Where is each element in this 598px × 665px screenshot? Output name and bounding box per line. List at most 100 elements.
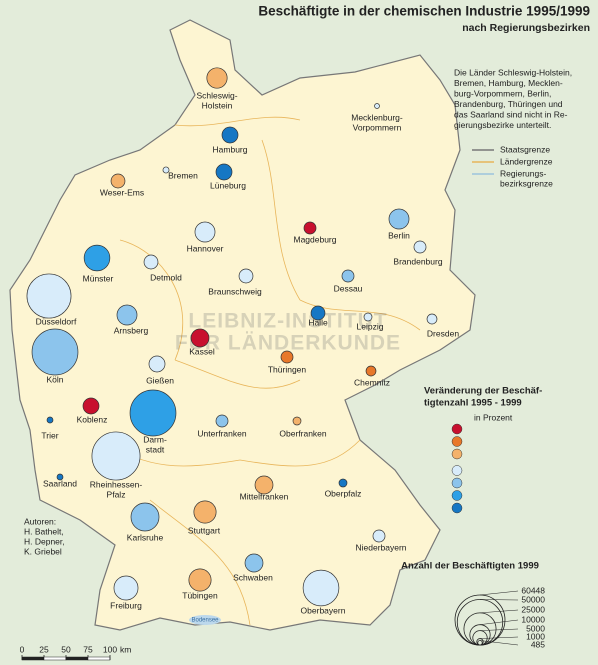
region-circle [193, 500, 217, 524]
size-legend-leader [479, 636, 519, 639]
scale-label: 50 [61, 644, 71, 654]
region-circle [143, 254, 159, 270]
change-legend-title: tigtenzahl 1995 - 1999 [424, 398, 522, 409]
region-circle [244, 553, 264, 573]
scale-segment [43, 656, 67, 661]
region-label: Rheinhessen- [90, 479, 143, 489]
region-circle [116, 304, 138, 326]
region-circle [129, 389, 177, 437]
region-label: Düsseldorf [36, 316, 77, 326]
region-label: stadt [146, 444, 165, 454]
change-swatch [451, 502, 463, 514]
size-legend-leader [479, 640, 519, 646]
region-label: Karlsruhe [127, 532, 164, 542]
scale-label: 25 [39, 644, 49, 654]
scale-segment [21, 656, 45, 661]
region-circle [338, 478, 348, 488]
authors-label: Autoren: [24, 516, 56, 526]
region-label: Darm- [143, 434, 167, 444]
region-label: Stuttgart [188, 525, 221, 535]
note-line: Die Länder Schleswig-Holstein, [454, 67, 572, 77]
border-label: Regierungs- [500, 168, 546, 178]
region-circle [302, 569, 340, 607]
change-swatch [451, 477, 463, 489]
size-legend-leader [479, 609, 519, 614]
scale-label: 0 [20, 644, 25, 654]
region-label: Schwaben [233, 572, 273, 582]
region-circle [426, 313, 438, 325]
region-circle [280, 350, 294, 364]
change-swatch [451, 465, 463, 476]
region-circle [365, 365, 377, 377]
region-circle [190, 328, 210, 348]
region-label: Halle [308, 317, 328, 327]
subtitle: nach Regierungsbezirken [462, 22, 590, 34]
size-legend-label: 10000 [521, 614, 545, 624]
author-name: K. Griebel [24, 546, 62, 556]
region-label: Hannover [187, 243, 224, 253]
region-label: Köln [46, 374, 63, 384]
author-name: H. Depner, [24, 536, 65, 546]
size-legend-leader [479, 590, 519, 596]
region-label: Dresden [427, 328, 459, 338]
region-circle [91, 431, 141, 481]
size-legend-label: 5000 [526, 623, 545, 633]
region-label: Detmold [150, 272, 182, 282]
region-label: Tübingen [182, 590, 218, 600]
size-legend-leader [479, 628, 519, 631]
lake [189, 615, 221, 625]
region-label: Pfalz [107, 489, 126, 499]
region-label: Trier [41, 430, 58, 440]
region-label: Braunschweig [208, 286, 262, 296]
note-line: das Saarland sind nicht in Re- [454, 109, 568, 119]
border-label: Ländergrenze [500, 156, 553, 166]
note-line: Bremen, Hamburg, Mecklen- [454, 78, 563, 88]
region-circle [363, 312, 373, 322]
region-circle [303, 221, 317, 235]
region-label: Bremen [168, 170, 198, 180]
border-label: bezirksgrenze [500, 178, 553, 188]
region-circle [254, 475, 274, 495]
size-legend-title: Anzahl der Beschäftigten 1999 [401, 561, 539, 572]
region-label: Niederbayern [355, 542, 406, 552]
region-label: Magdeburg [293, 234, 336, 244]
watermark: LEIBNIZ-INSTITUT [188, 310, 387, 333]
note-line: gierungsbezirke unterteilt. [454, 120, 551, 130]
region-circle [148, 355, 166, 373]
change-swatch [451, 490, 463, 501]
region-circle [238, 268, 254, 284]
region-label: Unterfranken [197, 428, 246, 438]
region-label: Leipzig [357, 321, 384, 331]
region-label: Brandenburg [393, 256, 442, 266]
region-circle [82, 397, 100, 415]
size-legend-label: 485 [531, 639, 545, 649]
size-legend-label: 1000 [526, 631, 545, 641]
region-circle [26, 273, 72, 319]
lake-label: Bodensee [191, 618, 219, 624]
scale-label: 75 [83, 644, 93, 654]
scale-label: 100 [103, 644, 117, 654]
region-label: Berlin [388, 230, 410, 240]
change-legend-title: Veränderung der Beschäf- [424, 386, 542, 397]
region-label: Kassel [189, 346, 215, 356]
region-label: Saarland [43, 478, 77, 488]
region-circle [110, 173, 126, 189]
size-legend-label: 50000 [521, 594, 545, 604]
region-circle [113, 575, 139, 601]
region-circle [130, 502, 160, 532]
scale-unit: km [120, 644, 131, 654]
region-label: Chemnitz [354, 377, 390, 387]
region-label: Mecklenburg- [351, 112, 403, 122]
region-circle [194, 221, 216, 243]
change-swatch [451, 448, 463, 460]
region-circle [388, 208, 410, 230]
note-line: burg-Vorpommern, Berlin, [454, 88, 551, 98]
change-unit: in Prozent [474, 412, 513, 422]
state-borders [99, 116, 421, 626]
scale-segment [87, 656, 111, 661]
size-legend-label: 60448 [521, 585, 545, 595]
region-label: Gießen [146, 375, 174, 385]
region-circle [188, 568, 212, 592]
region-circle [46, 416, 54, 424]
